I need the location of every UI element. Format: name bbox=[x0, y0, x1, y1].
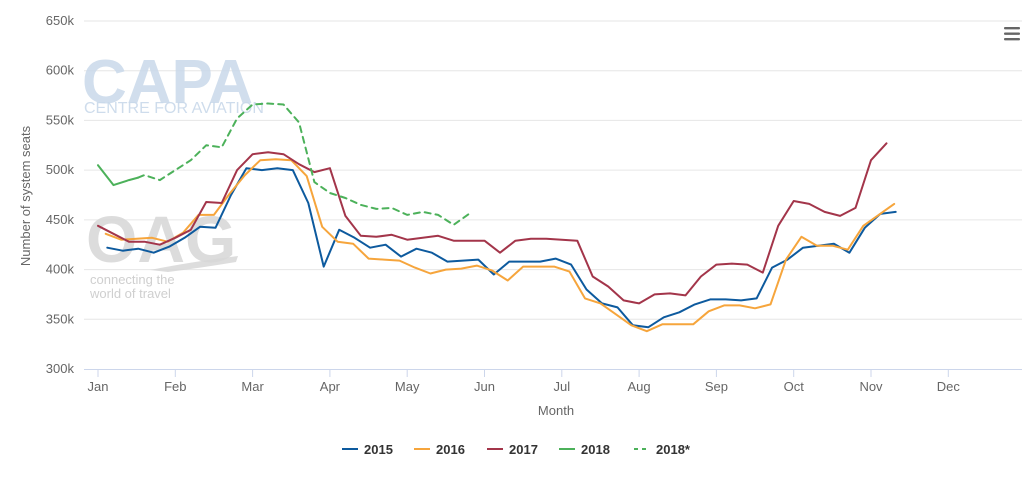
x-tick-label: Jun bbox=[474, 379, 495, 394]
series-line-2018[interactable] bbox=[97, 164, 140, 187]
capa-watermark: CAPA CENTRE FOR AVIATION bbox=[82, 48, 264, 117]
series-line-2017[interactable] bbox=[97, 142, 888, 305]
legend: 2015 2016 2017 2018 2018* bbox=[342, 442, 691, 457]
oag-tagline-2: world of travel bbox=[89, 286, 171, 301]
y-tick-label: 400k bbox=[46, 262, 75, 277]
series-lines bbox=[97, 102, 897, 333]
legend-item-2015[interactable]: 2015 bbox=[342, 442, 393, 457]
y-tick-label: 650k bbox=[46, 13, 75, 28]
series-line-2016[interactable] bbox=[104, 158, 896, 333]
oag-tagline-1: connecting the bbox=[90, 272, 175, 287]
y-axis-title: Number of system seats bbox=[18, 125, 33, 266]
legend-label[interactable]: 2017 bbox=[509, 442, 538, 457]
x-tick-label: May bbox=[395, 379, 420, 394]
x-axis: Jan Feb Mar Apr May Jun Jul Aug Sep Oct Nov Dec bbox=[84, 369, 1022, 394]
x-tick-label: Mar bbox=[241, 379, 264, 394]
hamburger-icon[interactable] bbox=[1004, 27, 1020, 41]
y-tick-label: 450k bbox=[46, 212, 75, 227]
gridlines bbox=[84, 20, 1022, 320]
y-tick-label: 300k bbox=[46, 361, 75, 376]
x-tick-label: Feb bbox=[164, 379, 186, 394]
legend-label[interactable]: 2018 bbox=[581, 442, 610, 457]
legend-label[interactable]: 2015 bbox=[364, 442, 393, 457]
y-tick-label: 600k bbox=[46, 63, 75, 78]
capa-subtitle: CENTRE FOR AVIATION bbox=[84, 100, 264, 117]
x-tick-label: Jul bbox=[553, 379, 570, 394]
legend-item-2016[interactable]: 2016 bbox=[414, 442, 465, 457]
x-tick-label: Oct bbox=[784, 379, 805, 394]
legend-item-2018[interactable]: 2018 bbox=[559, 442, 610, 457]
x-tick-label: Sep bbox=[705, 379, 728, 394]
x-tick-label: Apr bbox=[320, 379, 341, 394]
legend-item-2017[interactable]: 2017 bbox=[487, 442, 538, 457]
legend-label[interactable]: 2016 bbox=[436, 442, 465, 457]
chart-menu-button[interactable] bbox=[999, 22, 1023, 44]
y-tick-label: 550k bbox=[46, 112, 75, 127]
x-tick-label: Aug bbox=[628, 379, 651, 394]
x-tick-label: Jan bbox=[88, 379, 109, 394]
oag-watermark: OAG connecting the world of travel bbox=[86, 202, 238, 301]
x-tick-label: Nov bbox=[859, 379, 883, 394]
x-axis-title: Month bbox=[538, 403, 574, 418]
series-line-2018-projected[interactable] bbox=[137, 102, 470, 226]
y-axis: 300k 350k 400k 450k 500k 550k 600k 650k bbox=[46, 13, 75, 376]
airplane-icon bbox=[150, 256, 238, 272]
capa-logo: CAPA bbox=[82, 48, 253, 117]
legend-item-2018-projected[interactable]: 2018* bbox=[634, 442, 691, 457]
y-tick-label: 500k bbox=[46, 162, 75, 177]
x-tick-label: Dec bbox=[937, 379, 961, 394]
legend-label[interactable]: 2018* bbox=[656, 442, 691, 457]
y-tick-label: 350k bbox=[46, 311, 75, 326]
